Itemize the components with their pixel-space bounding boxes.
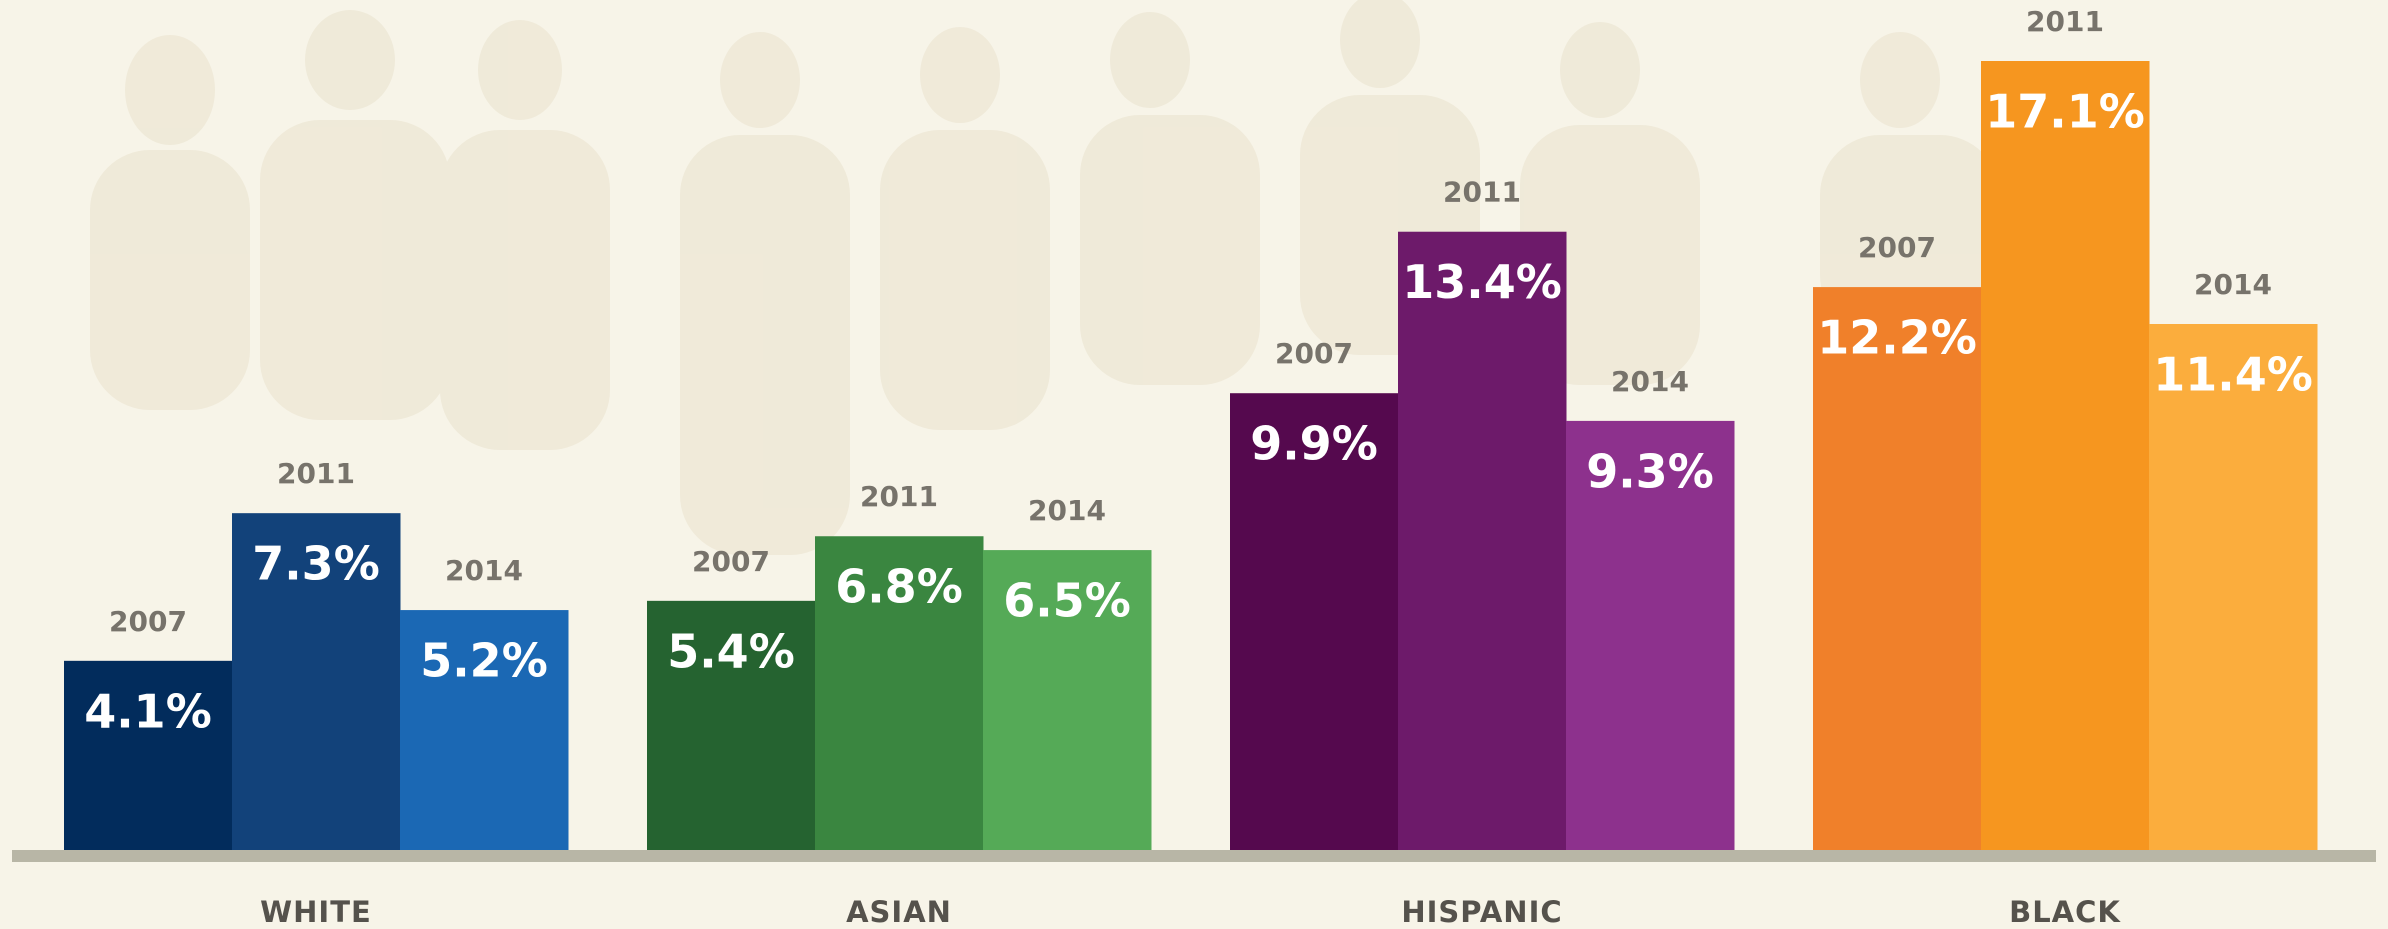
bar <box>1981 61 2150 850</box>
year-label: 2014 <box>1028 494 1106 527</box>
category-label: ASIAN <box>846 895 952 929</box>
category-label: WHITE <box>260 895 372 929</box>
value-label: 9.9% <box>1250 417 1378 471</box>
year-label: 2011 <box>1443 176 1521 209</box>
bar <box>983 550 1152 850</box>
bar <box>1566 420 1735 850</box>
bar <box>815 536 984 850</box>
year-label: 2007 <box>1858 231 1936 264</box>
year-label: 2014 <box>2194 268 2272 301</box>
value-label: 4.1% <box>84 684 212 738</box>
bar <box>232 513 401 850</box>
value-label: 7.3% <box>252 537 380 591</box>
value-label: 5.2% <box>420 634 548 688</box>
bar <box>400 610 569 850</box>
year-label: 2007 <box>109 605 187 638</box>
bar <box>647 600 816 850</box>
category-label: BLACK <box>2009 895 2121 929</box>
bar <box>1813 287 1982 850</box>
year-label: 2014 <box>1611 365 1689 398</box>
value-label: 17.1% <box>1985 85 2145 139</box>
value-label: 13.4% <box>1402 255 1562 309</box>
bar <box>64 660 233 850</box>
value-label: 9.3% <box>1586 444 1714 498</box>
year-label: 2011 <box>277 457 355 490</box>
baseline <box>12 850 2376 862</box>
year-label: 2007 <box>692 545 770 578</box>
year-label: 2007 <box>1275 337 1353 370</box>
value-label: 12.2% <box>1817 311 1977 365</box>
bar <box>1230 393 1399 850</box>
year-label: 2011 <box>860 480 938 513</box>
value-label: 11.4% <box>2153 348 2313 402</box>
bar <box>1398 231 1567 850</box>
year-label: 2011 <box>2026 5 2104 38</box>
value-label: 5.4% <box>667 624 795 678</box>
value-label: 6.5% <box>1003 574 1131 628</box>
value-label: 6.8% <box>835 560 963 614</box>
bar <box>2149 324 2318 850</box>
year-label: 2014 <box>445 554 523 587</box>
category-label: HISPANIC <box>1401 895 1562 929</box>
